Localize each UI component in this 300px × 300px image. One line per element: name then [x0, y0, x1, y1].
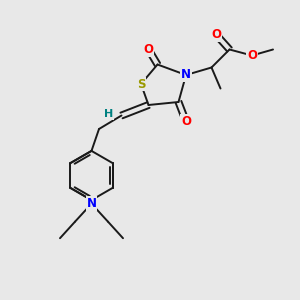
Text: O: O [143, 43, 154, 56]
Text: S: S [137, 77, 145, 91]
Text: O: O [181, 115, 191, 128]
Text: O: O [247, 49, 257, 62]
Text: H: H [104, 109, 113, 119]
Text: N: N [181, 68, 191, 82]
Text: O: O [211, 28, 221, 41]
Text: N: N [86, 197, 97, 210]
